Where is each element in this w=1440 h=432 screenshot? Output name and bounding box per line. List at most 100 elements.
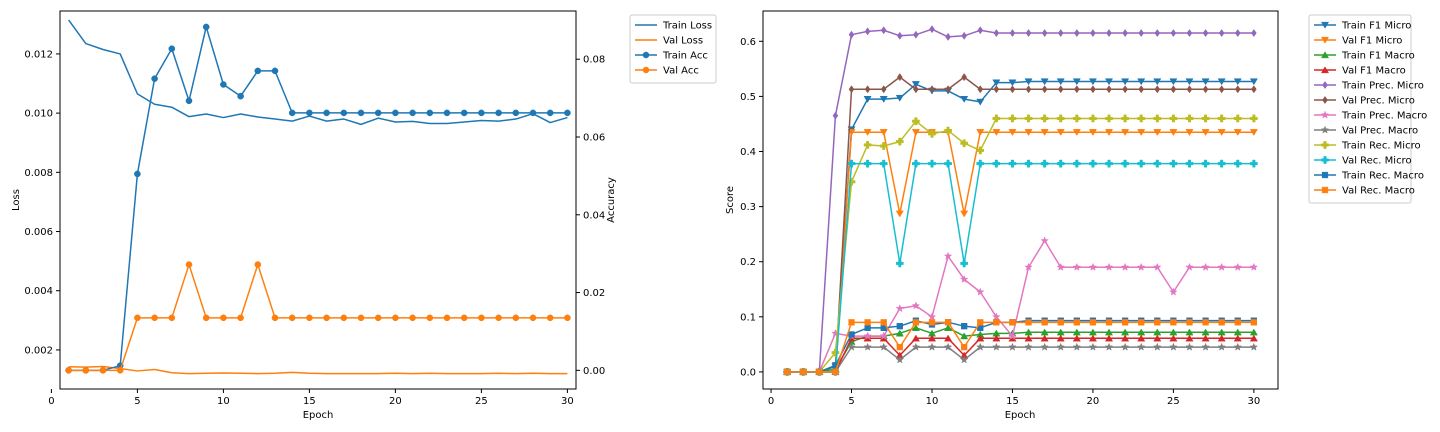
val-rec-macro-point — [1250, 319, 1257, 326]
val-rec-macro-point — [1170, 319, 1177, 326]
train-acc-point — [237, 92, 244, 100]
val-rec-micro-point — [928, 159, 936, 168]
val-prec-micro-point — [1057, 85, 1064, 94]
x-tick-label: 15 — [303, 396, 316, 407]
val-acc-point — [237, 314, 244, 322]
train-f1-micro-point — [1137, 78, 1146, 86]
train-acc-point — [254, 67, 262, 75]
val-f1-macro-point — [976, 334, 985, 342]
train-prec-macro-point — [959, 274, 969, 283]
val-f1-macro-line — [787, 337, 1254, 373]
val-rec-micro-point — [1089, 159, 1097, 168]
train-f1-micro-point — [1121, 78, 1130, 86]
val-rec-micro-point — [1137, 159, 1146, 168]
train-prec-micro-point — [1234, 29, 1241, 38]
train-prec-micro-point — [1170, 29, 1177, 38]
legend-item-val-loss: Val Loss — [635, 36, 703, 47]
val-rec-macro-point — [848, 319, 855, 326]
train-rec-micro-point — [992, 114, 1001, 123]
val-rec-macro-point — [928, 319, 936, 326]
train-rec-micro-point — [1056, 114, 1065, 123]
val-f1-macro-point — [1185, 334, 1194, 342]
val-f1-macro-point — [1104, 334, 1114, 342]
x-tick-label: 0 — [48, 396, 54, 407]
val-acc-point — [340, 314, 348, 322]
train-prec-macro-point — [879, 331, 888, 340]
legend-label: Val Prec. Micro — [1342, 96, 1415, 107]
train-acc-point — [512, 109, 520, 117]
train-rec-micro-point — [847, 177, 856, 186]
train-rec-macro-point — [896, 323, 903, 330]
val-rec-macro-point — [1025, 319, 1032, 326]
val-prec-micro-series — [784, 73, 1257, 376]
val-prec-micro-line — [787, 76, 1254, 373]
legend-item-val-prec-micro: Val Prec. Micro — [1314, 96, 1415, 107]
train-acc-point — [151, 75, 158, 82]
val-prec-macro-point — [943, 342, 953, 351]
train-prec-micro-point — [1090, 29, 1096, 38]
val-acc-point — [151, 314, 158, 322]
val-f1-micro-point — [1137, 129, 1146, 136]
val-acc-point — [409, 314, 416, 322]
train-prec-micro-point — [961, 31, 967, 40]
val-acc-point — [374, 314, 382, 322]
train-rec-micro-point — [1121, 114, 1129, 123]
train-prec-macro-point — [1040, 236, 1049, 245]
val-prec-micro-point — [1041, 85, 1048, 94]
val-rec-macro-point — [1089, 319, 1097, 326]
val-rec-macro-point — [832, 368, 839, 376]
train-prec-macro-point — [1201, 262, 1210, 271]
y-tick-label: 0.008 — [24, 168, 53, 179]
val-acc-point — [306, 314, 313, 322]
train-rec-micro-point — [1089, 114, 1097, 123]
train-rec-micro-point — [1137, 114, 1146, 123]
val-f1-macro-point — [1024, 334, 1033, 342]
legend-label: Train F1 Macro — [1341, 51, 1415, 62]
train-prec-micro-point — [977, 26, 984, 35]
train-prec-macro-point — [1120, 262, 1130, 271]
train-acc-point — [185, 97, 193, 105]
train-acc-point — [271, 67, 279, 75]
val-rec-micro-point — [863, 159, 872, 168]
train-rec-micro-point — [1217, 114, 1226, 123]
val-rec-macro-point — [961, 343, 968, 351]
legend-item-val-rec-micro: Val Rec. Micro — [1314, 156, 1412, 167]
train-prec-micro-point — [913, 30, 919, 39]
val-f1-macro-point — [1056, 334, 1065, 342]
legend-label: Train Acc — [662, 51, 708, 62]
legend-item-val-acc: Val Acc — [635, 66, 699, 77]
val-rec-macro-point — [1154, 319, 1161, 326]
val-f1-macro-point — [1169, 334, 1178, 342]
val-rec-macro-point — [784, 368, 791, 376]
val-rec-macro-series — [784, 319, 1257, 376]
val-rec-micro-point — [1217, 159, 1226, 168]
legend-frame — [629, 14, 717, 84]
val-prec-macro-point — [959, 355, 969, 364]
train-rec-macro-line — [787, 319, 1254, 373]
train-acc-point — [202, 23, 210, 31]
train-prec-macro-point — [1249, 262, 1259, 271]
val-rec-micro-point — [1121, 159, 1129, 168]
val-f1-macro-point — [992, 334, 1001, 342]
val-prec-macro-point — [927, 342, 937, 351]
val-rec-macro-point — [1202, 319, 1209, 326]
legend-marker — [1322, 95, 1328, 105]
val-f1-macro-point — [1088, 334, 1097, 342]
train-f1-micro-point — [1040, 78, 1049, 86]
val-acc-point — [168, 314, 176, 322]
train-f1-micro-point — [1233, 78, 1242, 86]
train-prec-micro-point — [1138, 29, 1145, 38]
val-f1-micro-point — [960, 210, 969, 218]
y2-tick-label: 0.02 — [583, 288, 605, 299]
train-prec-micro-point — [1251, 29, 1257, 38]
val-rec-macro-point — [816, 368, 823, 376]
val-loss-series — [68, 365, 568, 375]
x-tick-label: 5 — [848, 396, 854, 407]
train-prec-micro-point — [1106, 29, 1112, 38]
legend-marker — [1321, 141, 1329, 149]
val-acc-point — [564, 314, 571, 322]
val-f1-micro-point — [1104, 129, 1114, 136]
legend-item-train-acc: Train Acc — [635, 51, 708, 62]
y2-tick-label: 0.06 — [583, 133, 605, 144]
train-f1-micro-point — [1104, 78, 1114, 86]
